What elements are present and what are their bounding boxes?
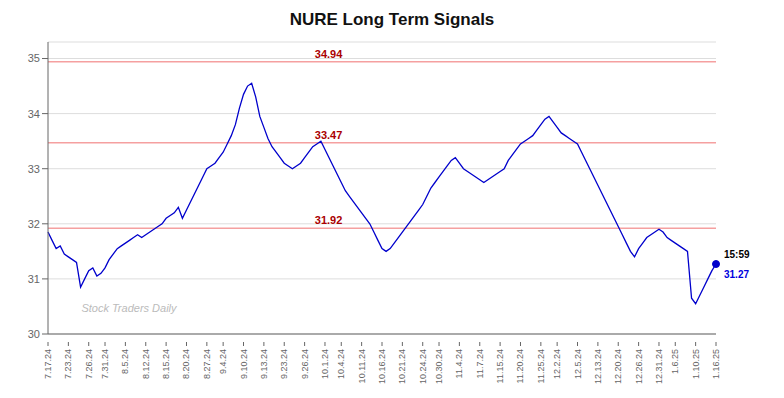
svg-text:8.15.24: 8.15.24 [161,349,171,379]
svg-text:33: 33 [28,163,40,175]
svg-text:11.7.24: 11.7.24 [475,349,485,378]
svg-text:31: 31 [28,273,40,285]
svg-text:10.24.24: 10.24.24 [418,349,428,384]
svg-text:8.20.24: 8.20.24 [181,349,191,379]
svg-text:34: 34 [28,108,40,120]
svg-text:9.26.24: 9.26.24 [300,349,310,379]
html-text:NURE Long Term Signals: NURE Long Term Signals [289,10,495,29]
svg-text:8.12.24: 8.12.24 [141,349,151,379]
svg-text:35: 35 [28,52,40,64]
svg-text:10.21.24: 10.21.24 [397,349,407,384]
svg-text:1.10.25: 1.10.25 [691,349,701,379]
svg-text:12.5.24: 12.5.24 [573,349,583,379]
svg-text:12.31.24: 12.31.24 [654,349,664,384]
svg-text:33.47: 33.47 [315,129,343,141]
svg-text:31.92: 31.92 [315,214,343,226]
svg-text:9.23.24: 9.23.24 [279,349,289,379]
svg-text:30: 30 [28,328,40,340]
svg-text:12.13.24: 12.13.24 [593,349,603,384]
svg-text:8.5.24: 8.5.24 [120,349,130,374]
svg-text:12.26.24: 12.26.24 [634,349,644,384]
svg-text:12.2.24: 12.2.24 [552,349,562,379]
svg-text:10.30.24: 10.30.24 [434,349,444,384]
svg-text:9.10.24: 9.10.24 [239,349,249,379]
svg-text:11.20.24: 11.20.24 [515,349,525,383]
svg-text:15:59: 15:59 [724,249,750,260]
svg-text:7.31.24: 7.31.24 [100,349,110,379]
svg-text:11.25.24: 11.25.24 [536,349,546,383]
svg-text:7.26.24: 7.26.24 [84,349,94,379]
svg-text:10.16.24: 10.16.24 [377,349,387,384]
html-text:Stock Traders Daily: Stock Traders Daily [81,301,177,314]
svg-text:7.17.24: 7.17.24 [43,349,53,379]
svg-text:34.94: 34.94 [315,48,343,60]
svg-text:9.4.24: 9.4.24 [218,349,228,374]
svg-text:11.4.24: 11.4.24 [454,349,464,378]
svg-text:32: 32 [28,218,40,230]
svg-text:10.1.24: 10.1.24 [320,349,330,379]
svg-text:11.15.24: 11.15.24 [495,349,505,383]
svg-text:8.27.24: 8.27.24 [202,349,212,379]
svg-text:7.23.24: 7.23.24 [63,349,73,379]
svg-text:1.16.25: 1.16.25 [711,349,721,379]
svg-text:9.13.24: 9.13.24 [259,349,269,379]
svg-text:10.11.24: 10.11.24 [357,349,367,383]
svg-text:10.4.24: 10.4.24 [336,349,346,379]
svg-text:1.6.25: 1.6.25 [670,349,680,374]
svg-text:31.27: 31.27 [724,269,749,280]
svg-text:12.20.24: 12.20.24 [613,349,623,384]
